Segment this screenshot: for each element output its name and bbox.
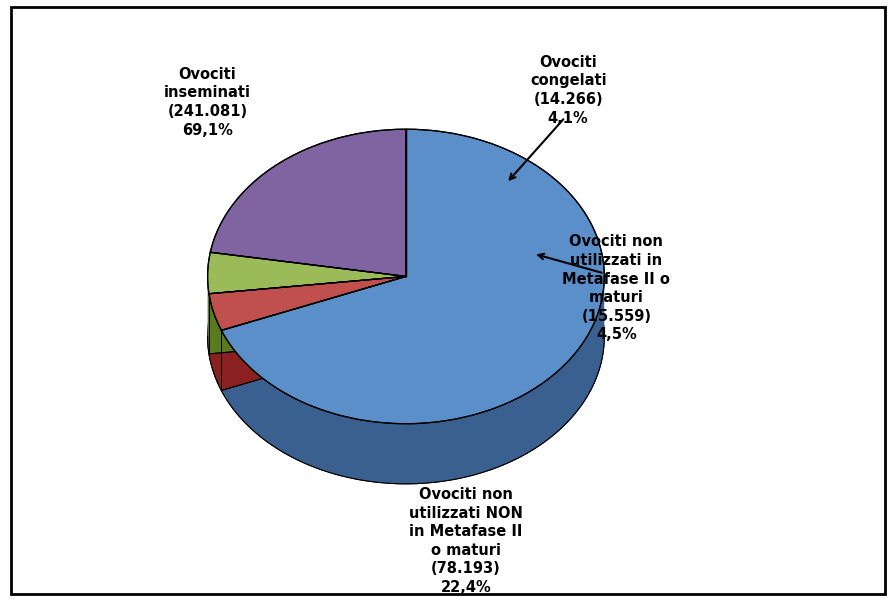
Polygon shape	[209, 276, 406, 354]
Text: Ovociti
congelati
(14.266)
4,1%: Ovociti congelati (14.266) 4,1%	[530, 55, 607, 126]
Polygon shape	[221, 129, 604, 424]
Polygon shape	[209, 276, 406, 331]
Polygon shape	[211, 129, 406, 276]
Polygon shape	[221, 276, 406, 391]
Ellipse shape	[208, 189, 604, 484]
Polygon shape	[221, 276, 604, 484]
Text: Ovociti non
utilizzati NON
in Metafase II
o maturi
(78.193)
22,4%: Ovociti non utilizzati NON in Metafase I…	[409, 487, 523, 595]
Polygon shape	[208, 252, 406, 294]
Polygon shape	[209, 294, 221, 391]
Polygon shape	[209, 276, 406, 354]
Text: Ovociti non
utilizzati in
Metafase II o
maturi
(15.559)
4,5%: Ovociti non utilizzati in Metafase II o …	[563, 234, 670, 343]
Text: Ovociti
inseminati
(241.081)
69,1%: Ovociti inseminati (241.081) 69,1%	[164, 67, 251, 138]
Polygon shape	[208, 273, 209, 354]
Polygon shape	[221, 276, 406, 391]
